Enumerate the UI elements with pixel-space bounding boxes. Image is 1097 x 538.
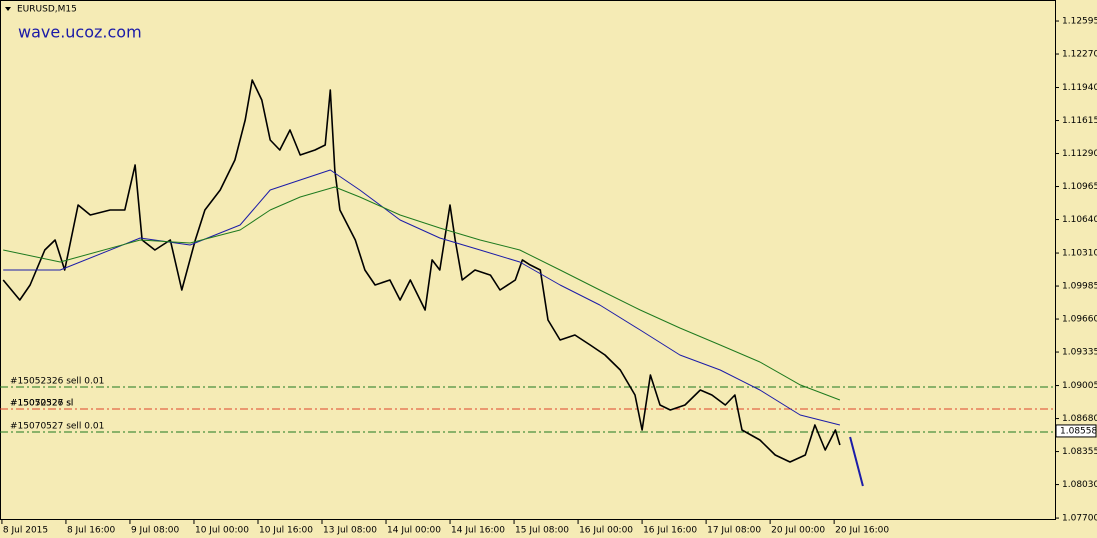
order-label: #15070527 sell 0.01	[10, 421, 104, 431]
watermark: wave.ucoz.com	[18, 23, 142, 42]
y-tick-label: 1.09335	[1062, 348, 1097, 358]
y-tick-label: 1.08030	[1062, 480, 1097, 490]
x-tick-label: 10 Jul 00:00	[195, 526, 249, 536]
x-tick-label: 8 Jul 2015	[3, 526, 48, 536]
x-tick-label: 10 Jul 16:00	[259, 526, 313, 536]
x-tick-label: 9 Jul 08:00	[131, 526, 180, 536]
y-tick-label: 1.10640	[1062, 215, 1097, 225]
plot-frame	[0, 0, 1056, 520]
x-tick-label: 14 Jul 16:00	[451, 526, 505, 536]
y-tick-label: 1.11615	[1062, 116, 1097, 126]
y-tick-label: 1.10310	[1062, 249, 1097, 259]
x-tick-label: 20 Jul 16:00	[835, 526, 889, 536]
x-tick-label: 16 Jul 16:00	[643, 526, 697, 536]
price-line	[849, 436, 864, 487]
current-price-box	[1055, 424, 1097, 438]
x-tick-label: 13 Jul 08:00	[323, 526, 377, 536]
order-label: #15052326 sell 0.01	[10, 376, 104, 386]
y-tick-label: 1.08680	[1062, 414, 1097, 424]
chart-title: EURUSD,M15	[17, 5, 77, 15]
x-tick-label: 20 Jul 00:00	[771, 526, 825, 536]
x-tick-label: 15 Jul 08:00	[515, 526, 569, 536]
order-label: #15052326 sl	[10, 399, 73, 409]
y-tick-label: 1.11290	[1062, 149, 1097, 159]
price-line	[2, 79, 841, 463]
x-tick-label: 14 Jul 00:00	[387, 526, 441, 536]
y-tick-label: 1.12270	[1062, 50, 1097, 60]
y-tick-label: 1.09005	[1062, 381, 1097, 391]
order-label: #15070527 sl	[10, 399, 73, 409]
menu-triangle[interactable]	[5, 7, 11, 11]
current-price-label: 1.08558	[1060, 426, 1097, 436]
x-tick-label: 16 Jul 00:00	[579, 526, 633, 536]
y-tick-label: 1.10965	[1062, 182, 1097, 192]
y-tick-label: 1.08355	[1062, 447, 1097, 457]
x-tick-label: 8 Jul 16:00	[67, 526, 116, 536]
y-tick-label: 1.12595	[1062, 17, 1097, 27]
y-tick-label: 1.11940	[1062, 83, 1097, 93]
y-tick-label: 1.09660	[1062, 315, 1097, 325]
price-line	[3, 186, 841, 401]
y-tick-label: 1.09985	[1062, 282, 1097, 292]
y-tick-label: 1.07700	[1062, 514, 1097, 524]
x-tick-label: 17 Jul 08:00	[707, 526, 761, 536]
